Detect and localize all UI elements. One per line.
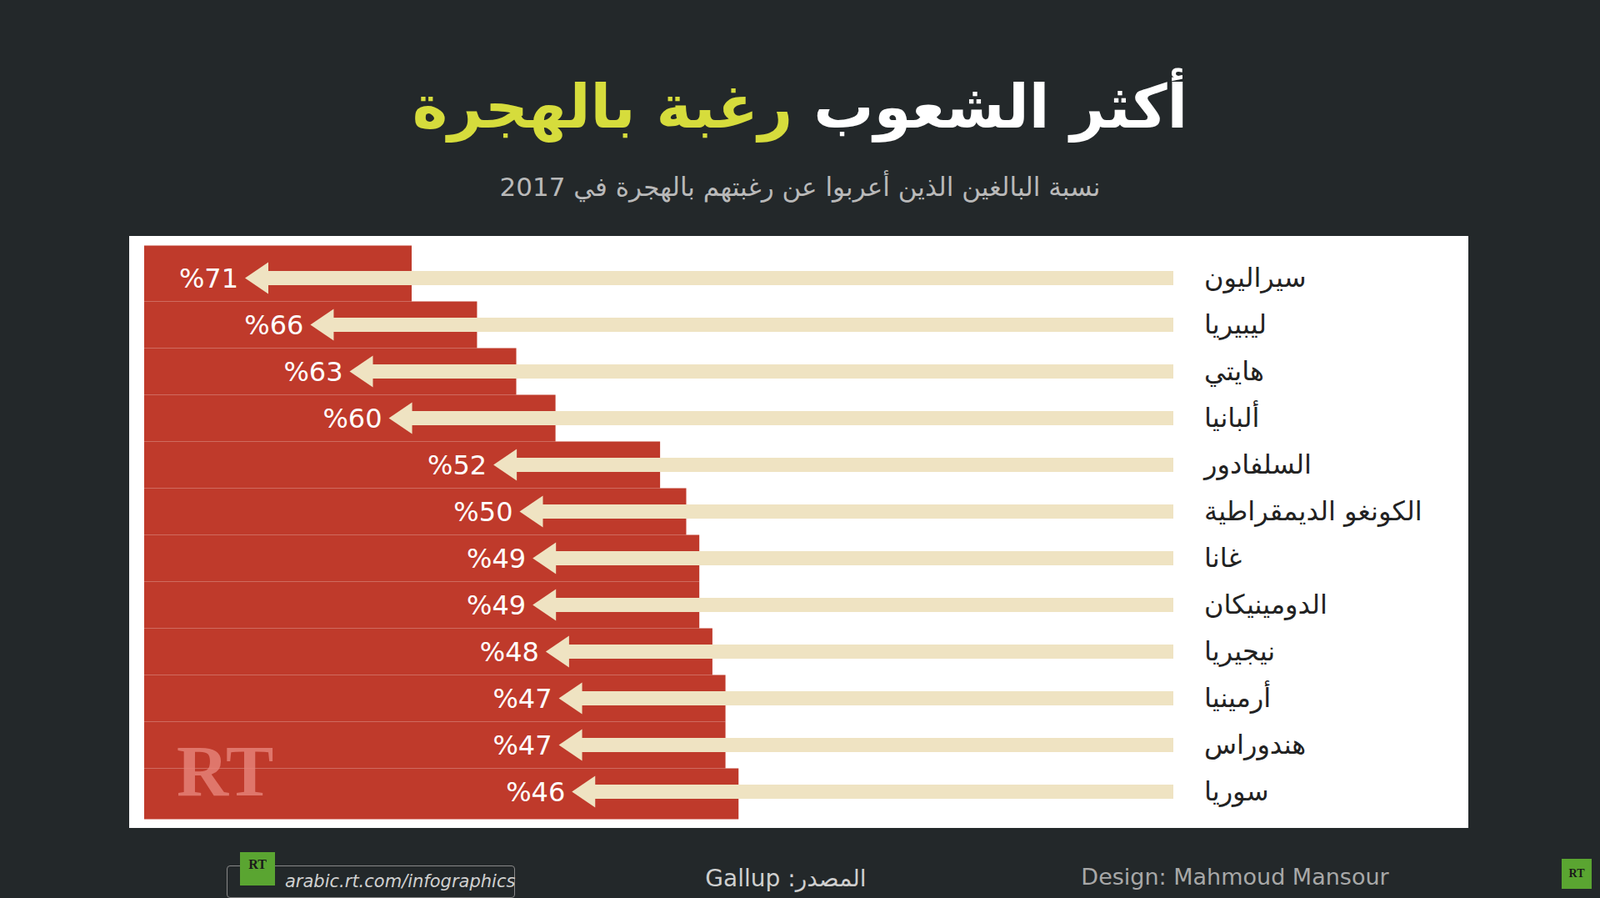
- svg-text:الكونغو الديمقراطية: الكونغو الديمقراطية: [1204, 495, 1423, 527]
- svg-text:السلفادور: السلفادور: [1202, 448, 1312, 480]
- svg-text:هايتي: هايتي: [1204, 355, 1265, 387]
- svg-text:%48: %48: [480, 635, 540, 668]
- html-text:أكثر الشعوب: أكثر الشعوب: [813, 71, 1188, 142]
- svg-text:%52: %52: [427, 449, 487, 481]
- svg-text:هندوراس: هندوراس: [1204, 728, 1306, 760]
- svg-text:%49: %49: [466, 542, 526, 575]
- svg-text:نيجيريا: نيجيريا: [1204, 635, 1275, 667]
- svg-text:غانا: غانا: [1204, 541, 1242, 574]
- svg-text:%71: %71: [179, 262, 239, 295]
- html-text:المصدر: Gallup: المصدر: Gallup: [705, 864, 867, 892]
- svg-text:%60: %60: [322, 402, 382, 435]
- svg-text:سيراليون: سيراليون: [1204, 261, 1306, 294]
- html-text:RT: RT: [176, 730, 274, 811]
- svg-text:%49: %49: [466, 589, 526, 621]
- svg-text:%47: %47: [492, 729, 552, 761]
- html-text:RT: RT: [248, 856, 267, 871]
- svg-text:%63: %63: [283, 355, 343, 388]
- html-text:رغبة بالهجرة: رغبة بالهجرة: [412, 71, 793, 142]
- svg-text:ليبيريا: ليبيريا: [1204, 308, 1267, 340]
- svg-text:%66: %66: [244, 309, 304, 341]
- svg-text:%47: %47: [492, 682, 552, 715]
- html-text:نسبة البالغين الذين أعربوا عن: نسبة البالغين الذين أعربوا عن رغبتهم بال…: [499, 171, 1101, 202]
- html-text:RT: RT: [1568, 866, 1585, 880]
- svg-text:أرمينيا: أرمينيا: [1204, 680, 1271, 714]
- svg-text:%50: %50: [453, 495, 513, 528]
- html-text:arabic.rt.com/infographics: arabic.rt.com/infographics: [285, 870, 516, 891]
- html-text:Design: Mahmoud Mansour: Design: Mahmoud Mansour: [1081, 863, 1389, 890]
- svg-text:%46: %46: [505, 775, 565, 808]
- svg-text:ألبانيا: ألبانيا: [1204, 400, 1260, 434]
- svg-text:سوريا: سوريا: [1204, 775, 1269, 807]
- svg-text:الدومينيكان: الدومينيكان: [1204, 588, 1328, 620]
